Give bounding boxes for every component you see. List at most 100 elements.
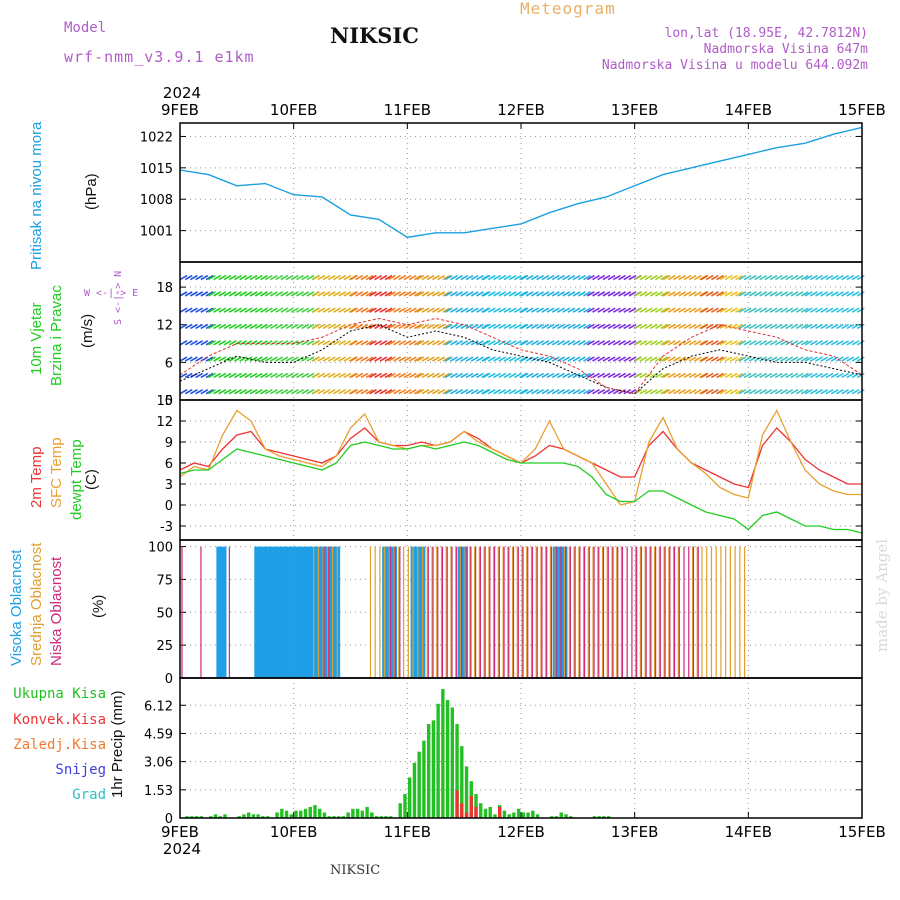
wind-barb — [660, 323, 669, 330]
wind-barb — [618, 372, 626, 379]
wind-barb — [628, 307, 637, 313]
total-rain-bar — [322, 812, 327, 818]
ytick-label: 3.06 — [144, 756, 173, 771]
total-rain-bar — [242, 814, 246, 818]
wind-barb — [856, 356, 865, 362]
wind-barb — [607, 389, 616, 395]
wind-barb — [426, 340, 435, 346]
wind-barb — [312, 323, 321, 330]
wind-barb — [795, 356, 804, 362]
wind-barb — [338, 274, 347, 281]
wind-barb — [607, 372, 616, 379]
wind-barb — [688, 274, 697, 281]
wind-barb — [644, 356, 653, 362]
wind-barb — [851, 340, 860, 346]
wind-barb — [790, 307, 799, 313]
wind-barb — [644, 340, 653, 346]
wind-barb — [724, 340, 733, 346]
wind-barb — [809, 323, 818, 330]
wind-barb — [602, 389, 611, 395]
wind-barb — [369, 307, 377, 313]
wind-barb — [513, 389, 522, 395]
wind-barb — [393, 356, 401, 362]
wind-barb — [644, 274, 653, 281]
wind-barb — [700, 389, 709, 395]
wind-barb — [393, 389, 401, 395]
total-rain-bar — [370, 812, 374, 818]
wind-barb — [476, 389, 484, 395]
wind-barb — [213, 307, 222, 313]
wind-barb — [688, 389, 697, 395]
wind-barb — [205, 307, 214, 313]
wind-barb — [729, 372, 738, 379]
wind-barb — [218, 291, 227, 297]
wind-barb — [846, 340, 855, 346]
legend-total-rain: Ukupna Kisa — [13, 686, 106, 702]
wind-barb — [179, 372, 188, 379]
ytick-label: 75 — [156, 573, 173, 588]
wind-barb — [655, 340, 663, 346]
wind-barb — [190, 323, 198, 330]
wind-barb — [387, 274, 396, 281]
wind-barb — [290, 274, 299, 281]
wind-barb — [205, 340, 214, 346]
wind-barb — [476, 372, 484, 379]
wind-barb — [800, 274, 809, 281]
wind-barb — [360, 307, 369, 313]
wind-barb — [519, 291, 527, 297]
wind-barb-group — [369, 274, 393, 395]
wind-barb — [592, 372, 600, 379]
wind-barb — [531, 323, 539, 330]
wind-barb — [567, 372, 576, 379]
wind-barb — [205, 389, 214, 395]
total-rain-bar — [502, 810, 507, 818]
wind-barb — [536, 323, 545, 330]
wind-barb — [748, 389, 757, 395]
wind-barb — [678, 323, 687, 330]
wind-barb — [432, 356, 440, 362]
wind-barb — [317, 291, 326, 297]
wind-barb — [338, 323, 347, 330]
wind-barb — [205, 356, 214, 362]
wind-barb — [660, 372, 669, 379]
wind-barb — [586, 356, 595, 362]
wind-barb — [557, 291, 565, 297]
wind-barb — [421, 356, 430, 362]
wind-barb — [667, 340, 676, 346]
wind-barb — [748, 372, 757, 379]
wind-barb — [387, 323, 396, 330]
wind-barb — [531, 356, 539, 362]
wind-barb — [416, 274, 425, 281]
xtick-label-bottom: 10FEB — [270, 823, 317, 841]
wind-barb — [660, 291, 669, 297]
wind-barb — [846, 291, 855, 297]
wind-barb — [244, 389, 253, 395]
wind-barb — [644, 291, 653, 297]
wind-barb — [586, 291, 595, 297]
wind-barb — [520, 340, 529, 346]
wind-barb — [285, 323, 294, 330]
xtick-label-top: 12FEB — [497, 101, 544, 119]
wind-barb — [851, 291, 860, 297]
wind-barb — [414, 372, 422, 379]
wind-barb — [743, 274, 752, 281]
wind-barb — [426, 323, 435, 330]
wind-barb — [379, 356, 388, 362]
wind-barb — [804, 307, 813, 313]
wind-barb — [234, 389, 242, 395]
pressure-label: Pritisak na nivou mora — [28, 121, 45, 270]
wind-barb — [384, 274, 393, 281]
wind-barb — [785, 340, 794, 346]
total-rain-bar — [535, 814, 540, 818]
wind-barb — [738, 340, 747, 346]
wind-barb — [830, 323, 839, 330]
wind-barb — [223, 274, 232, 281]
wind-barb — [525, 356, 534, 362]
wind-barb — [583, 356, 591, 362]
wind-barb — [327, 291, 336, 297]
wind-barb — [414, 356, 422, 362]
wind-barb — [369, 356, 377, 362]
total-rain-bar — [327, 816, 331, 818]
ytick-label: 15 — [156, 394, 173, 409]
total-rain-bar — [460, 746, 464, 818]
